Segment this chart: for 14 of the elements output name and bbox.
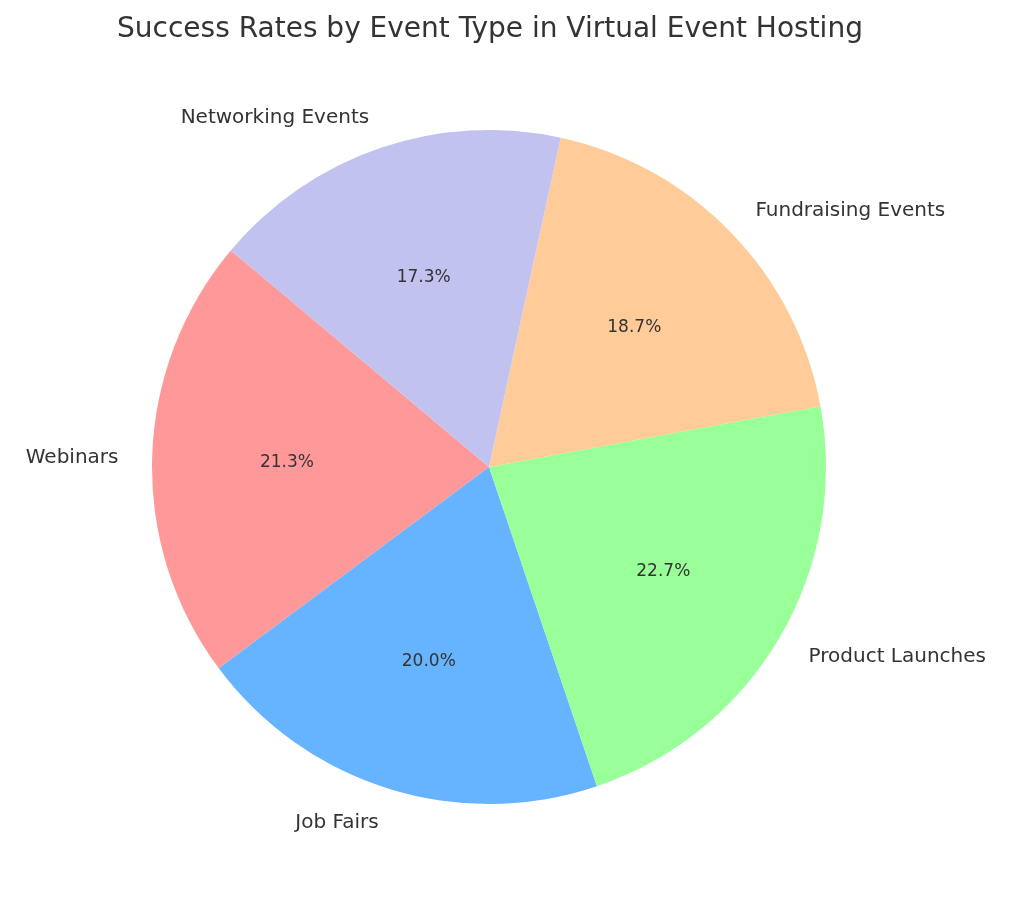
- data-label: 22.7%: [636, 559, 691, 580]
- slice-label: Webinars: [25, 444, 119, 469]
- data-label: 18.7%: [607, 316, 662, 337]
- pie-slice: [230, 130, 561, 467]
- slice-label: Product Launches: [808, 642, 986, 667]
- pie-slice: [218, 467, 597, 804]
- slice-label: Job Fairs: [293, 808, 379, 833]
- slice-label: Networking Events: [180, 104, 370, 129]
- chart-title: Success Rates by Event Type in Virtual Event Hosting: [117, 11, 863, 44]
- data-label: 20.0%: [401, 650, 456, 671]
- data-label: 17.3%: [396, 265, 451, 286]
- slice-label: Fundraising Events: [755, 197, 946, 222]
- data-label: 21.3%: [259, 451, 314, 472]
- pie-slice: [152, 250, 489, 669]
